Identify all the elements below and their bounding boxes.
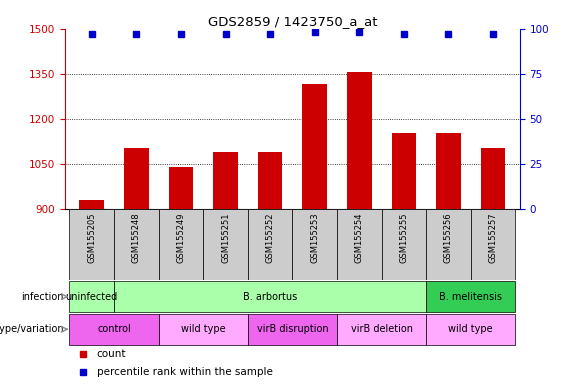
Text: GSM155257: GSM155257 bbox=[489, 213, 498, 263]
Bar bbox=[69, 314, 159, 345]
Text: genotype/variation: genotype/variation bbox=[0, 324, 64, 334]
Text: wild type: wild type bbox=[181, 324, 225, 334]
Bar bbox=[248, 314, 337, 345]
Bar bbox=[381, 209, 426, 280]
Text: B. melitensis: B. melitensis bbox=[439, 291, 502, 302]
Bar bbox=[124, 147, 149, 384]
Bar bbox=[426, 281, 515, 312]
Text: count: count bbox=[97, 349, 127, 359]
Bar bbox=[114, 281, 426, 312]
Text: virB disruption: virB disruption bbox=[257, 324, 328, 334]
Text: GSM155249: GSM155249 bbox=[176, 213, 185, 263]
Bar bbox=[302, 84, 327, 384]
Bar bbox=[159, 209, 203, 280]
Bar bbox=[426, 314, 515, 345]
Bar bbox=[481, 147, 505, 384]
Bar bbox=[337, 314, 426, 345]
Text: B. arbortus: B. arbortus bbox=[243, 291, 297, 302]
Bar bbox=[471, 209, 515, 280]
Bar bbox=[80, 200, 104, 384]
Bar bbox=[347, 71, 372, 384]
Bar bbox=[69, 209, 114, 280]
Bar bbox=[337, 209, 381, 280]
Bar bbox=[69, 281, 114, 312]
Text: GSM155253: GSM155253 bbox=[310, 213, 319, 263]
Bar bbox=[248, 209, 293, 280]
Bar bbox=[159, 314, 248, 345]
Bar bbox=[426, 209, 471, 280]
Title: GDS2859 / 1423750_a_at: GDS2859 / 1423750_a_at bbox=[208, 15, 377, 28]
Bar bbox=[293, 209, 337, 280]
Text: uninfected: uninfected bbox=[66, 291, 118, 302]
Text: percentile rank within the sample: percentile rank within the sample bbox=[97, 366, 273, 377]
Bar bbox=[168, 167, 193, 384]
Text: GSM155254: GSM155254 bbox=[355, 213, 364, 263]
Bar bbox=[436, 132, 460, 384]
Bar bbox=[213, 152, 238, 384]
Text: virB deletion: virB deletion bbox=[350, 324, 412, 334]
Text: GSM155248: GSM155248 bbox=[132, 213, 141, 263]
Text: GSM155251: GSM155251 bbox=[221, 213, 230, 263]
Text: GSM155205: GSM155205 bbox=[87, 213, 96, 263]
Text: control: control bbox=[97, 324, 131, 334]
Bar bbox=[392, 132, 416, 384]
Bar bbox=[114, 209, 159, 280]
Bar bbox=[258, 152, 282, 384]
Text: wild type: wild type bbox=[449, 324, 493, 334]
Text: GSM155256: GSM155256 bbox=[444, 213, 453, 263]
Text: GSM155255: GSM155255 bbox=[399, 213, 408, 263]
Bar bbox=[203, 209, 248, 280]
Text: infection: infection bbox=[21, 291, 64, 302]
Text: GSM155252: GSM155252 bbox=[266, 213, 275, 263]
